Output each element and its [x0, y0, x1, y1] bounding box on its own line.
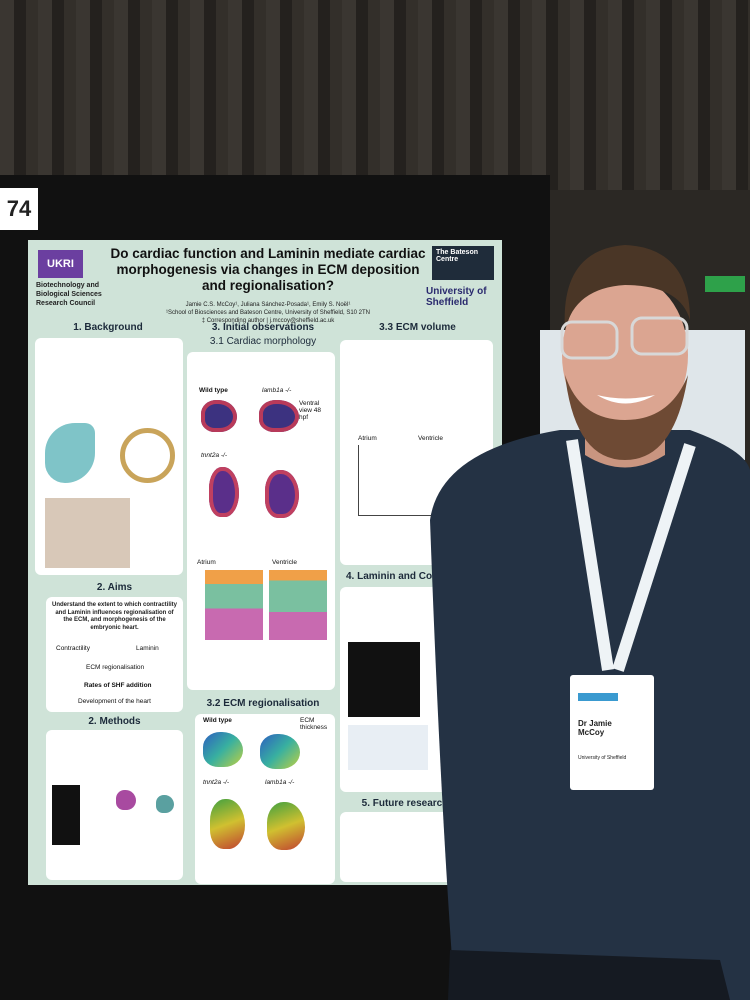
morphology-box: Wild type lamb1a -/- Ventral view 48 hpf… [187, 352, 335, 690]
panel-label: Ventricle [418, 435, 443, 442]
trousers [448, 950, 730, 1000]
diagram-label: ECM regionalisation [86, 664, 145, 671]
poster: UKRI Biotechnology and Biological Scienc… [28, 240, 502, 885]
aims-box: Understand the extent to which contracti… [46, 597, 183, 712]
scatter-plot [358, 445, 484, 516]
badge-logo [578, 693, 618, 701]
microscopy-panel [52, 785, 80, 845]
section-heading: 2. Aims [96, 582, 133, 593]
badge-affiliation: University of Sheffield [578, 755, 627, 761]
badge-name: Dr Jamie McCoy [578, 719, 612, 737]
board-number: 74 [0, 188, 38, 230]
contact: ‡ Corresponding author | j.mccoy@sheffie… [201, 318, 335, 324]
section-heading: 3. Initial observations [211, 322, 315, 333]
microscopy-panel [45, 498, 130, 568]
diagram-label: Contractility [56, 645, 90, 652]
hair [564, 245, 690, 330]
heart-diagram [120, 428, 175, 483]
trace-plot [348, 725, 428, 770]
glasses [560, 320, 619, 360]
centre-logo: The Bateson Centre [432, 246, 494, 280]
glasses [630, 316, 689, 356]
section-heading: 3.3 ECM volume [379, 322, 456, 333]
diagram-label: Laminin [136, 645, 159, 652]
funder-logo: UKRI [38, 250, 83, 278]
beard [565, 375, 688, 460]
exit-sign [705, 276, 745, 292]
panel-label: Atrium [197, 559, 216, 566]
panel-label: lamb1a -/- [262, 387, 292, 394]
aims-text: Understand the extent to which contracti… [52, 602, 178, 631]
panel-label: Wild type [199, 387, 228, 394]
regionalisation-box: Wild type ECM thickness tnnt2a -/- lamb1… [195, 714, 335, 884]
affiliation: ¹School of Biosciences and Bateson Centr… [166, 310, 370, 316]
section-heading: 3.2 ECM regionalisation [206, 698, 320, 709]
poster-title: Do cardiac function and Laminin mediate … [110, 246, 426, 294]
heart-diagram [45, 423, 95, 483]
methods-box [46, 730, 183, 880]
badge: Dr Jamie McCoy University of Sheffield [570, 675, 654, 790]
heart-render [203, 732, 243, 767]
heart-render [201, 400, 237, 432]
panel-label: Wild type [203, 717, 232, 724]
heart-render [210, 799, 245, 849]
panel-label: Ventral view 48 hpf [299, 400, 322, 421]
heart-render [260, 734, 300, 769]
heart-render [156, 795, 174, 813]
smile [597, 395, 655, 404]
heart-render [267, 802, 305, 850]
university-logo: University of Sheffield [426, 286, 487, 308]
section-heading: 5. Future research [361, 798, 449, 809]
section-heading: 3.1 Cardiac morphology [209, 336, 317, 347]
panel-label: tnnt2a -/- [203, 779, 230, 786]
heart-render [209, 467, 239, 517]
panel-label: Ventricle [272, 559, 297, 566]
microscopy-panel [348, 642, 420, 717]
heart-render [116, 790, 136, 810]
diagram-label: Rates of SHF addition [84, 682, 152, 689]
panel-label: ECM thickness [300, 717, 328, 731]
stacked-bars [205, 570, 263, 640]
section-heading: 4. Laminin and Con [346, 571, 439, 582]
lanyard [566, 439, 696, 672]
face [562, 275, 688, 435]
background-box [35, 338, 183, 575]
section-heading: 1. Background [73, 322, 143, 333]
heart-render [265, 470, 299, 518]
section-heading: 2. Methods [88, 716, 141, 727]
stacked-bars [269, 570, 327, 640]
authors: Jamie C.S. McCoy¹, Juliana Sánchez-Posad… [185, 302, 351, 308]
heart-render [259, 400, 299, 432]
panel-label: Atrium [358, 435, 377, 442]
panel-label: lamb1a -/- [265, 779, 295, 786]
curtain [0, 0, 750, 190]
panel-label: tnnt2a -/- [201, 452, 228, 459]
funder: Biotechnology and Biological Sciences Re… [36, 282, 102, 307]
diagram-label: Development of the heart [78, 698, 151, 705]
